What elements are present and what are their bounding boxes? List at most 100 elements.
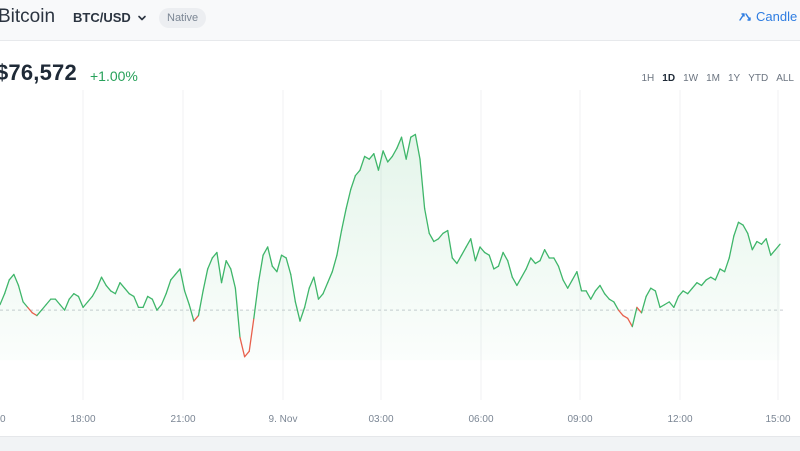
price-line-segment [391,147,398,158]
price-line-segment [0,292,6,306]
price-chart[interactable]: 0 18:00 21:00 9. Nov 03:00 06:00 09:00 12:00 15:… [0,90,800,430]
price-line-segment [631,306,638,328]
price-line-segment [382,150,389,163]
price-line-segment [673,295,680,309]
price-line-segment [594,284,601,292]
price-line-segment [202,268,209,292]
range-1w[interactable]: 1W [683,73,699,84]
price-line-segment [650,287,657,292]
price-line-segment [636,306,643,314]
price-line-segment [142,295,149,309]
network-badge: Native [159,8,207,28]
price-line-segment [539,249,546,262]
price-line-segment [22,301,29,309]
price-line-segment [451,257,458,265]
range-1h[interactable]: 1H [641,73,655,84]
price-line-segment [123,287,130,295]
price-line-segment [622,314,629,319]
price-line-segment [585,290,592,300]
price-line-segment [308,276,315,289]
price-line-segment [234,287,241,339]
price-line-segment [262,246,269,256]
price-line-segment [433,238,440,243]
price-line-segment [599,284,606,295]
price-line-segment [747,232,753,251]
range-ytd[interactable]: YTD [748,73,769,84]
price-line-segment [502,251,509,262]
price-line-segment [96,276,103,289]
price-line-segment [419,158,426,210]
price-line-segment [571,271,578,281]
price-line-segment [774,243,781,251]
candle-view-button[interactable]: Candle [738,9,797,24]
price-line-segment [410,133,417,138]
price-line-segment [488,254,495,270]
price-line-segment [225,260,232,270]
current-price: $76,572 [0,60,77,85]
candle-view-label: Candle [756,9,798,24]
x-tick-label: 06:00 [468,414,493,425]
price-line-segment [576,271,583,292]
price-line-segment [437,232,444,240]
price-line-segment [271,265,278,273]
price-line-segment [183,290,190,306]
price-line-segment [507,260,513,278]
price-line-segment [267,246,273,267]
price-line-segment [290,273,297,303]
price-line-segment [170,273,177,281]
range-1y[interactable]: 1Y [727,73,741,84]
price-line-segment [460,246,467,256]
x-tick-label: 03:00 [368,414,393,425]
range-1d[interactable]: 1D [662,73,676,84]
price-line-segment [617,309,624,317]
price-line-segment [87,295,93,303]
price-line-segment [373,153,380,171]
pair-label: BTC/USD [73,10,131,25]
price-line-segment [197,290,204,317]
price-line-segment [682,290,689,295]
price-line-segment [756,240,763,245]
price-line-segment [479,246,486,254]
footer-bar [0,436,800,451]
price-line-segment [627,317,633,328]
price-line-segment [516,276,523,287]
range-all[interactable]: ALL [776,73,794,84]
price-line-segment [377,150,384,171]
price-line-segment [317,292,324,300]
price-line-segment [659,303,666,309]
price-line-segment [13,273,20,287]
price-line-segment [336,229,343,256]
price-line-segment [613,301,620,311]
x-tick-label: 15:00 [765,414,790,425]
price-line-segment [100,276,107,287]
price-line-segment [91,287,98,298]
price-line-segment [243,350,250,358]
price-line-segment [751,240,758,251]
price-line-segment [387,155,393,163]
price-line-segment [497,251,504,267]
price-line-segment [645,287,652,298]
price-line-segment [160,292,167,306]
price-line-segment [151,298,158,311]
price-line-segment [765,238,772,256]
price-line-segment [530,257,537,265]
price-line-segment [728,235,735,259]
price-line-segment [553,257,560,267]
x-axis-ticks: 0 18:00 21:00 9. Nov 03:00 06:00 09:00 12:00 15:… [0,414,791,425]
swap-chart-icon [739,12,751,21]
price-line-segment [82,301,89,309]
range-1m[interactable]: 1M [706,73,720,84]
price-line-segment [405,136,412,160]
price-line-segment [211,251,218,259]
pair-selector[interactable]: BTC/USD [73,10,147,25]
price-line-segment [723,257,730,273]
price-line-segment [543,249,550,259]
price-line-segment [520,268,527,278]
x-tick-label: 18:00 [70,414,95,425]
price-line-segment [687,287,693,295]
price-line-segment [73,292,80,298]
price-line-segment [557,265,564,281]
price-line-segment [27,306,33,314]
price-line-segment [3,279,10,295]
price-line-segment [17,284,24,303]
